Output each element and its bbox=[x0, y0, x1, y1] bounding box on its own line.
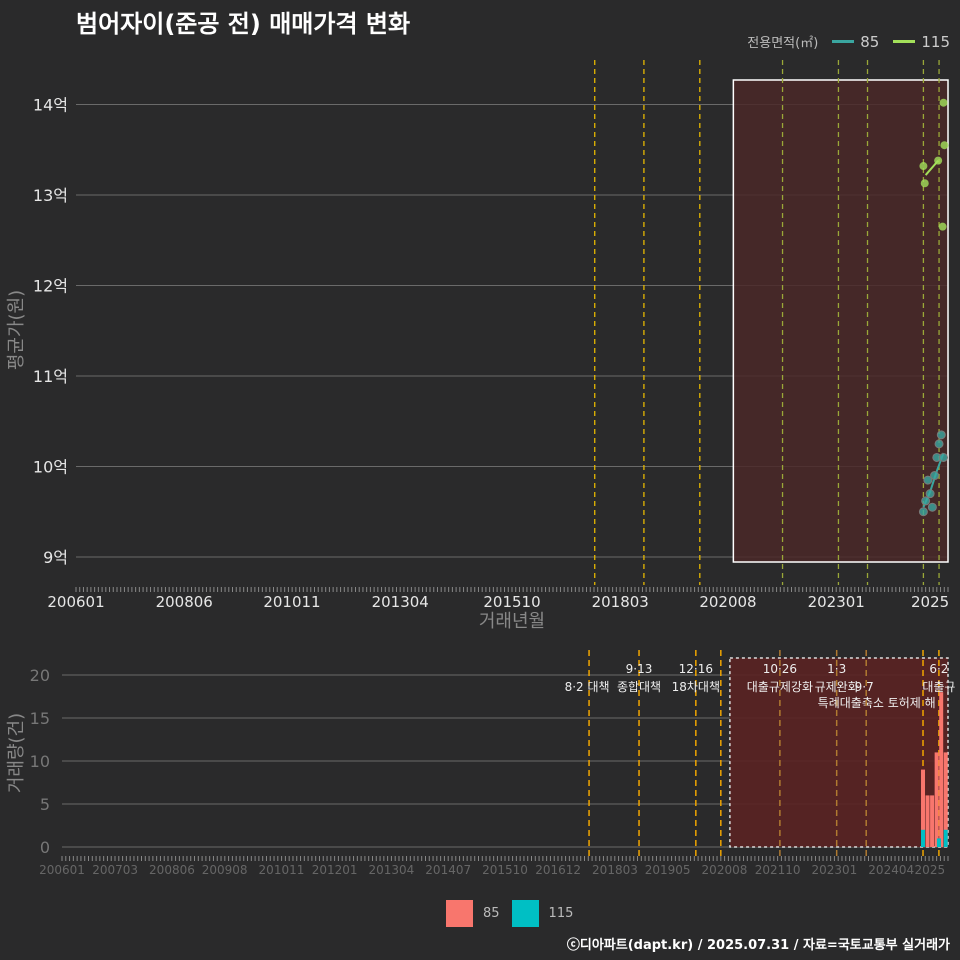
x-tick-label: 200601 bbox=[47, 593, 104, 611]
policy-date: 12·16 bbox=[679, 662, 713, 676]
legend-label-85: 85 bbox=[860, 32, 880, 51]
price-chart: 9억 10억 11억 12억 13억 14억 200601 200806 201011 20130… bbox=[6, 60, 949, 632]
data-point-85 bbox=[923, 475, 933, 485]
bar-115 bbox=[943, 829, 948, 847]
policy-label: 대출규 bbox=[922, 680, 955, 694]
policy-label: 종합대책 bbox=[617, 679, 661, 694]
y-tick-label: 15 bbox=[30, 709, 50, 728]
x-tick-label: 201612 bbox=[535, 863, 581, 877]
data-point-115 bbox=[934, 156, 943, 165]
data-point-85 bbox=[925, 489, 935, 499]
highlight-box bbox=[729, 657, 949, 848]
x-tick-label: 200601 bbox=[39, 863, 85, 877]
data-point-85 bbox=[939, 452, 949, 462]
y-tick-label: 12억 bbox=[33, 277, 68, 296]
bottom-legend-label-85: 85 bbox=[483, 906, 500, 921]
policy-date: 1·3 bbox=[827, 662, 846, 676]
x-tick-label: 200908 bbox=[202, 863, 248, 877]
x-axis-title: 거래년월 bbox=[479, 611, 545, 632]
legend-swatch-115 bbox=[893, 40, 916, 43]
x-tick-label: 200806 bbox=[149, 863, 195, 877]
x-tick-label: 200703 bbox=[92, 863, 138, 877]
x-tick-label: 201011 bbox=[259, 863, 305, 877]
policy-label: 9·7 bbox=[855, 680, 874, 694]
data-point-115 bbox=[919, 162, 928, 171]
x-tick-label: 202404 bbox=[868, 863, 914, 877]
data-point-115 bbox=[940, 141, 949, 150]
x-tick-marks bbox=[61, 856, 949, 861]
x-tick-label: 200806 bbox=[156, 593, 213, 611]
x-tick-label: 201803 bbox=[592, 863, 638, 877]
y-tick-label: 11억 bbox=[33, 367, 68, 386]
x-tick-label: 201407 bbox=[425, 863, 471, 877]
policy-label: 18차대책 bbox=[672, 679, 720, 694]
data-point-85 bbox=[930, 471, 940, 481]
top-legend: 전용면적(㎡) 85 115 bbox=[747, 32, 950, 52]
y-tick-label: 9억 bbox=[43, 548, 68, 567]
policy-label-2: 특례대출축소 토허제 해 bbox=[818, 696, 936, 710]
bar-85 bbox=[943, 752, 948, 847]
y-axis-title: 거래량(건) bbox=[6, 713, 27, 793]
legend-title: 전용면적(㎡) bbox=[747, 36, 819, 51]
x-tick-label: 201304 bbox=[372, 593, 429, 611]
bar-115 bbox=[921, 829, 926, 847]
chart-title: 범어자이(준공 전) 매매가격 변화 bbox=[76, 10, 411, 38]
legend-swatch-85 bbox=[832, 40, 855, 43]
policy-label: 8·2 대책 bbox=[565, 679, 610, 694]
policy-label: 규제완화 bbox=[815, 680, 859, 694]
data-point-115 bbox=[938, 222, 947, 231]
policy-label: 대출규제강화 bbox=[747, 680, 813, 694]
x-tick-label: 201011 bbox=[263, 593, 320, 611]
data-point-85 bbox=[918, 507, 928, 517]
x-tick-label: 201905 bbox=[645, 863, 691, 877]
data-point-85 bbox=[921, 496, 931, 506]
y-tick-label: 20 bbox=[30, 666, 50, 685]
x-tick-label: 202301 bbox=[808, 593, 865, 611]
bar-85 bbox=[939, 692, 944, 847]
policy-date: 9·13 bbox=[626, 662, 653, 676]
bar-115 bbox=[936, 838, 941, 847]
x-tick-label: 202008 bbox=[699, 593, 756, 611]
bar-85 bbox=[925, 795, 930, 847]
y-tick-label: 5 bbox=[40, 795, 50, 814]
y-tick-label: 10억 bbox=[33, 458, 68, 477]
y-tick-label: 10 bbox=[30, 752, 50, 771]
x-tick-label: 2025 bbox=[915, 863, 946, 877]
x-tick-label: 201304 bbox=[369, 863, 415, 877]
y-tick-label: 13억 bbox=[33, 186, 68, 205]
bottom-legend-label-115: 115 bbox=[548, 906, 574, 921]
y-tick-label: 14억 bbox=[33, 96, 68, 115]
bottom-legend-swatch-115 bbox=[511, 900, 539, 927]
highlight-box bbox=[732, 79, 949, 563]
x-tick-label: 2025 bbox=[911, 593, 949, 611]
data-point-115 bbox=[939, 98, 948, 107]
y-tick-label: 0 bbox=[40, 838, 50, 857]
y-axis-title: 평균가(원) bbox=[6, 290, 27, 370]
x-tick-label: 201510 bbox=[483, 593, 540, 611]
data-point-85 bbox=[934, 439, 944, 449]
policy-date: 10·26 bbox=[763, 662, 797, 676]
data-point-85 bbox=[936, 430, 946, 440]
x-tick-label: 201201 bbox=[312, 863, 358, 877]
x-tick-marks bbox=[75, 587, 949, 592]
x-tick-label: 202301 bbox=[812, 863, 858, 877]
x-tick-label: 201803 bbox=[592, 593, 649, 611]
x-tick-label: 202110 bbox=[755, 863, 801, 877]
data-point-85 bbox=[927, 502, 937, 512]
footer-credit: ⓒ디아파트(dapt.kr) / 2025.07.31 / 자료=국토교통부 실… bbox=[566, 938, 950, 953]
bar-85 bbox=[934, 752, 939, 847]
data-point-115 bbox=[920, 179, 929, 188]
policy-date: 6·2 bbox=[929, 662, 948, 676]
volume-chart: 0 5 10 15 20 거래량(건) 200601 200703 200806 200908 20… bbox=[6, 650, 955, 877]
legend-label-115: 115 bbox=[921, 32, 950, 51]
bar-85 bbox=[921, 769, 926, 847]
x-tick-label: 201510 bbox=[482, 863, 528, 877]
bar-85 bbox=[930, 795, 935, 847]
bottom-legend: 85 115 bbox=[446, 900, 585, 927]
bottom-legend-swatch-85 bbox=[446, 900, 473, 927]
x-tick-label: 202008 bbox=[702, 863, 748, 877]
